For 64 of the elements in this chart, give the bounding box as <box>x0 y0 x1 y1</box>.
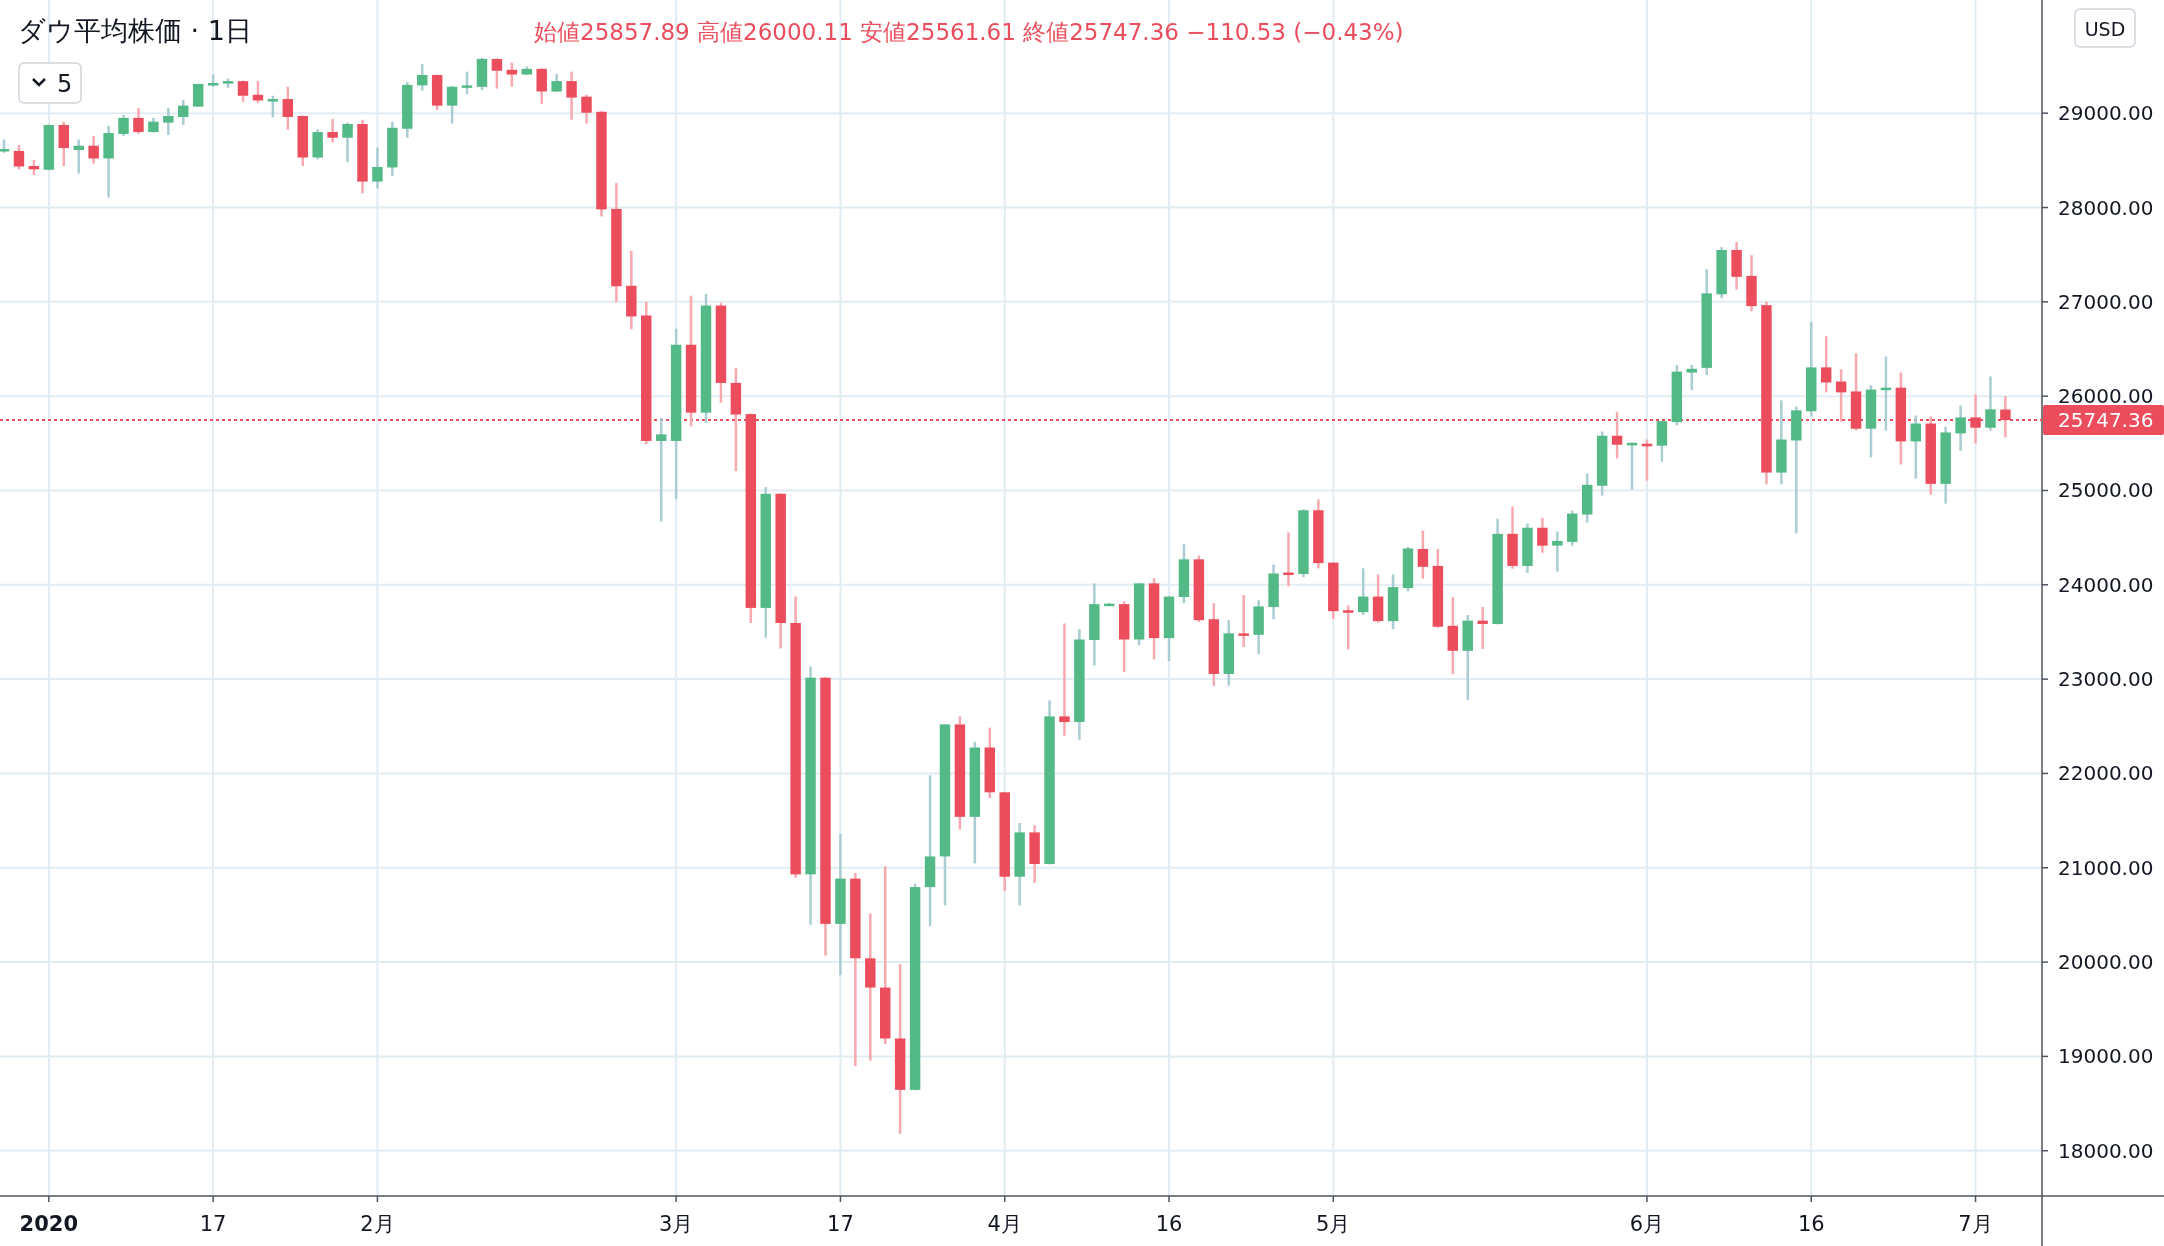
candlestick <box>446 84 458 125</box>
y-tick-label: 23000.00 <box>2058 667 2154 692</box>
candlestick <box>461 70 473 96</box>
ref-line-label: 25747.36 <box>2058 407 2154 432</box>
candlestick <box>133 106 144 136</box>
annotation: 始値25857.89 高値26000.11 安値25561.61 終値25747.36 −110.53 (−0.43%) <box>534 19 1404 45</box>
candlestick <box>13 143 25 171</box>
text: ダウ平均株価 · 1日 <box>18 15 252 46</box>
candlestick <box>536 67 547 105</box>
x-tick-label: 4月 <box>987 1212 1022 1236</box>
x-tick-label: 2月 <box>360 1212 395 1236</box>
candlestick <box>1686 363 1697 392</box>
y-tick-label: 19000.00 <box>2058 1044 2154 1069</box>
candlestick <box>1357 567 1369 617</box>
candlestick <box>1537 516 1548 554</box>
candlestick <box>58 120 69 168</box>
candlestick <box>372 146 383 190</box>
candlestick <box>1910 414 1922 480</box>
candlestick <box>581 93 592 125</box>
candlestick <box>1477 605 1488 651</box>
x-tick-label: 7月 <box>1958 1212 1993 1236</box>
candlestick <box>506 61 518 89</box>
candlestick <box>417 62 428 92</box>
y-tick-label: 21000.00 <box>2058 855 2154 880</box>
candlestick <box>327 117 338 144</box>
y-tick-label: 24000.00 <box>2058 572 2154 597</box>
y-tick-label: 29000.00 <box>2058 101 2154 126</box>
x-tick-label: 16 <box>1155 1212 1183 1236</box>
candlestick <box>88 134 99 165</box>
y-tick-label: 20000.00 <box>2058 950 2154 975</box>
y-tick-label: 26000.00 <box>2058 384 2154 409</box>
x-tick-label: 2020 <box>19 1212 79 1236</box>
candlestick <box>566 70 577 122</box>
candlestick <box>267 94 279 119</box>
collapse-button: 5 <box>18 62 82 104</box>
annotation: 5 <box>57 70 73 98</box>
candlestick <box>282 85 294 131</box>
x-tick-label: 16 <box>1797 1212 1825 1236</box>
y-tick-label: 22000.00 <box>2058 761 2154 786</box>
candlestick <box>1238 593 1249 649</box>
candlestick <box>491 57 503 90</box>
candlestick <box>178 98 189 127</box>
candlestick <box>655 416 667 523</box>
x-tick-label: 17 <box>199 1212 227 1236</box>
y-tick-label: 18000.00 <box>2058 1138 2154 1163</box>
candlestick <box>1552 530 1563 573</box>
candlestick <box>1955 404 1966 453</box>
candlestick <box>1985 375 1996 432</box>
candlestick <box>1059 622 1070 737</box>
candlestick <box>1343 604 1354 651</box>
candlestick <box>118 113 129 138</box>
currency-button: USD <box>2074 8 2136 48</box>
x-tick-label: 3月 <box>658 1212 694 1236</box>
candlestick <box>163 106 174 137</box>
candlestick <box>73 138 84 175</box>
candlestick <box>1820 335 1832 394</box>
candlestick <box>342 121 353 164</box>
x-tick-label: 17 <box>827 1212 854 1236</box>
candlestick <box>1417 529 1429 580</box>
y-tick-label: 27000.00 <box>2058 289 2154 314</box>
y-tick-label: 25000.00 <box>2058 478 2154 503</box>
x-tick-label: 5月 <box>1316 1212 1351 1236</box>
x-tick-label: 6月 <box>1629 1212 1665 1236</box>
y-tick-label: 28000.00 <box>2058 195 2154 220</box>
